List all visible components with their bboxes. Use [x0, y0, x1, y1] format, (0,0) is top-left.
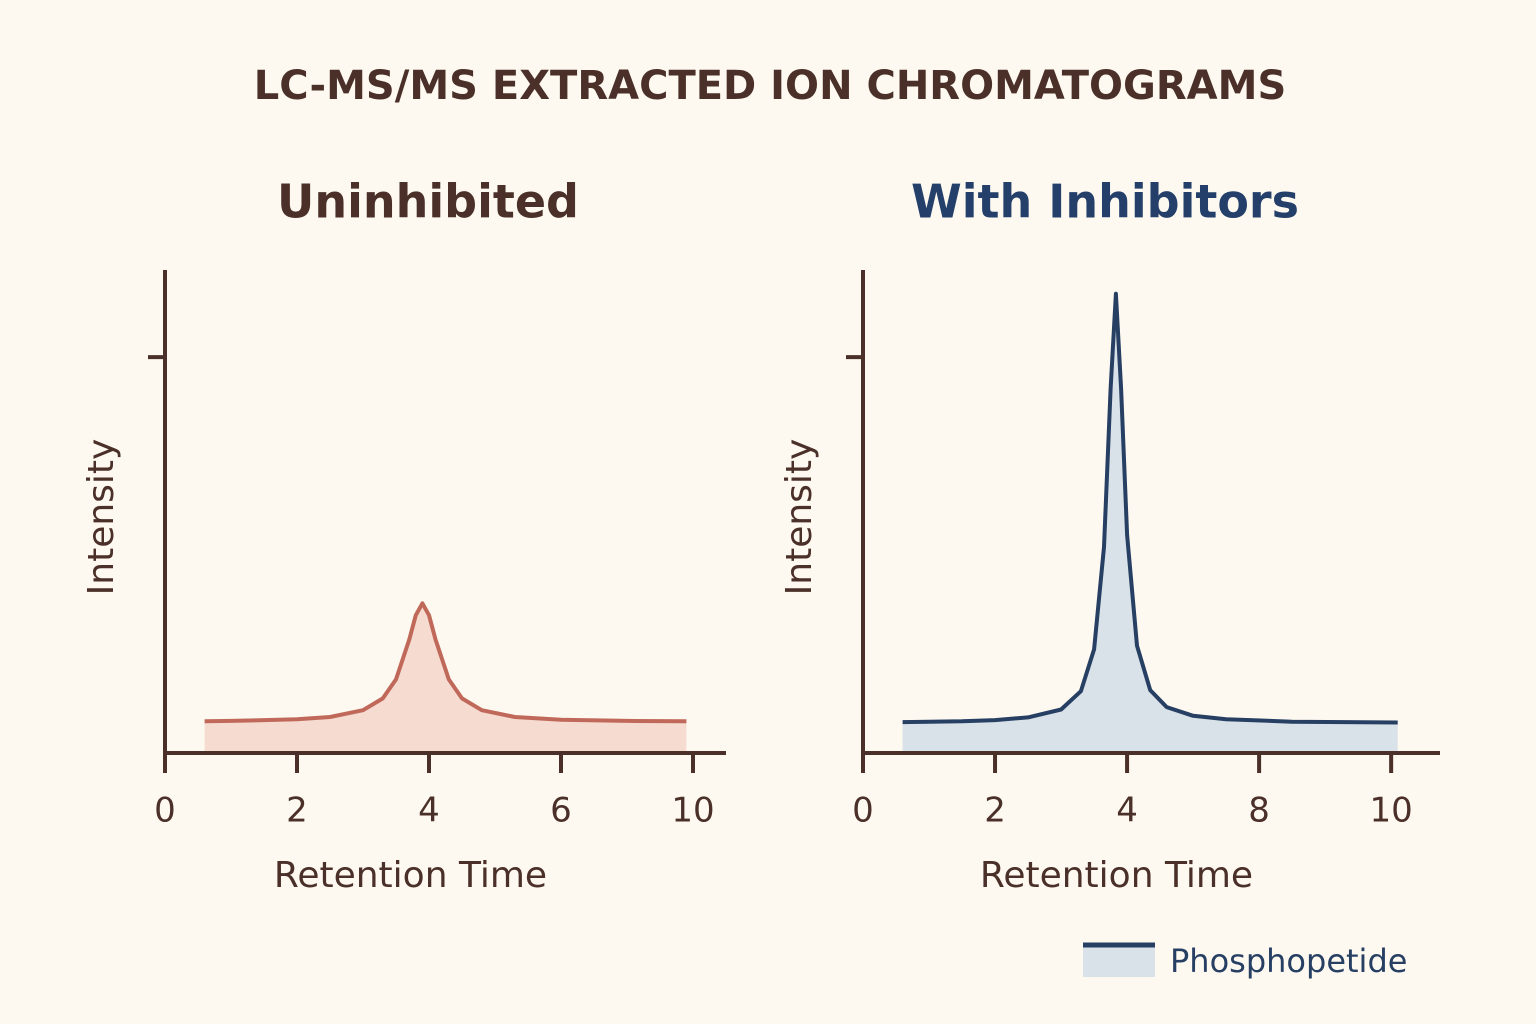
x-tick-label: 2	[984, 791, 1006, 831]
x-tick-label: 4	[1116, 791, 1138, 831]
x-tick-label: 2	[286, 791, 308, 831]
chart-title: With Inhibitors	[911, 175, 1299, 229]
line	[204, 601, 687, 724]
x-tick-label: 6	[550, 791, 572, 831]
chart-title: Uninhibited	[277, 175, 579, 229]
y-axis-label: Intensity	[779, 439, 820, 596]
x-tick-label: 8	[1248, 791, 1270, 831]
x-axis-label: Retention Time	[980, 855, 1253, 896]
area-fill	[204, 603, 687, 753]
x-tick-label: 0	[852, 791, 874, 831]
x-axis-label: Retention Time	[274, 855, 547, 896]
x-tick-label: 0	[154, 791, 176, 831]
legend-label: Phosphopetide	[1170, 942, 1407, 980]
y-axis-label: Intensity	[81, 439, 122, 596]
x-tick-label: 10	[1370, 791, 1413, 831]
figure-title: LC-MS/MS EXTRACTED ION CHROMATOGRAMS	[254, 63, 1287, 109]
x-tick-label: 10	[671, 791, 714, 831]
line	[902, 291, 1398, 725]
legend-swatch	[1083, 945, 1155, 977]
x-tick-label: 4	[418, 791, 440, 831]
